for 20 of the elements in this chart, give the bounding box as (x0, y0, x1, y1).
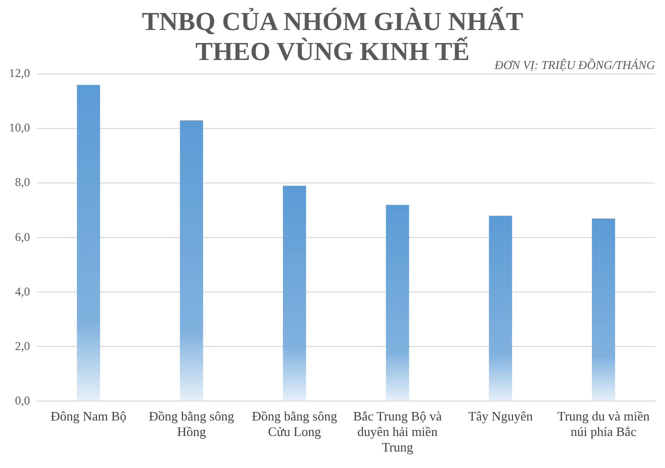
x-tick-label: Tây Nguyên (468, 408, 534, 424)
bar (488, 216, 512, 401)
bar (282, 186, 306, 401)
x-tick-label: Bắc Trung Bộ và duyên hải miền Trung (353, 408, 442, 455)
y-tick-label: 6,0 (15, 230, 30, 244)
chart-subtitle: ĐƠN VỊ: TRIỆU ĐỒNG/THÁNG (494, 58, 655, 73)
x-tick-label: Đông Nam Bộ (50, 408, 126, 424)
y-tick-label: 2,0 (15, 338, 30, 353)
x-tick-label: Đồng bằng sông Hồng (148, 408, 235, 440)
y-tick-label: 4,0 (15, 284, 30, 298)
y-tick-label: 0,0 (15, 393, 30, 408)
y-tick-label: 12,0 (9, 66, 30, 80)
bar (76, 84, 100, 401)
x-tick-label: Trung du và miền núi phía Bắc (557, 408, 650, 440)
bar (180, 120, 204, 401)
y-tick-label: 8,0 (15, 175, 30, 190)
x-tick-label: Đồng bằng sông Cửu Long (252, 408, 338, 440)
y-tick-label: 10,0 (9, 120, 30, 135)
bar (592, 218, 616, 401)
bar (386, 204, 410, 401)
